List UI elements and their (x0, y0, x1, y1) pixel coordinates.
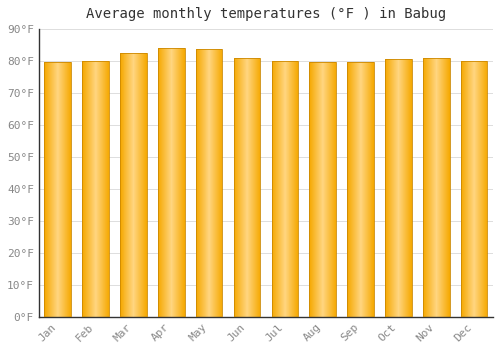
Bar (423, 58, 450, 317)
Bar (44, 62, 71, 317)
Bar (120, 53, 146, 317)
Title: Average monthly temperatures (°F ) in Babug: Average monthly temperatures (°F ) in Ba… (86, 7, 446, 21)
Bar (234, 57, 260, 317)
Bar (158, 48, 184, 317)
Bar (385, 60, 411, 317)
Bar (348, 62, 374, 317)
Bar (196, 49, 222, 317)
Bar (82, 61, 109, 317)
Bar (272, 61, 298, 317)
Bar (461, 61, 487, 317)
Bar (310, 62, 336, 317)
